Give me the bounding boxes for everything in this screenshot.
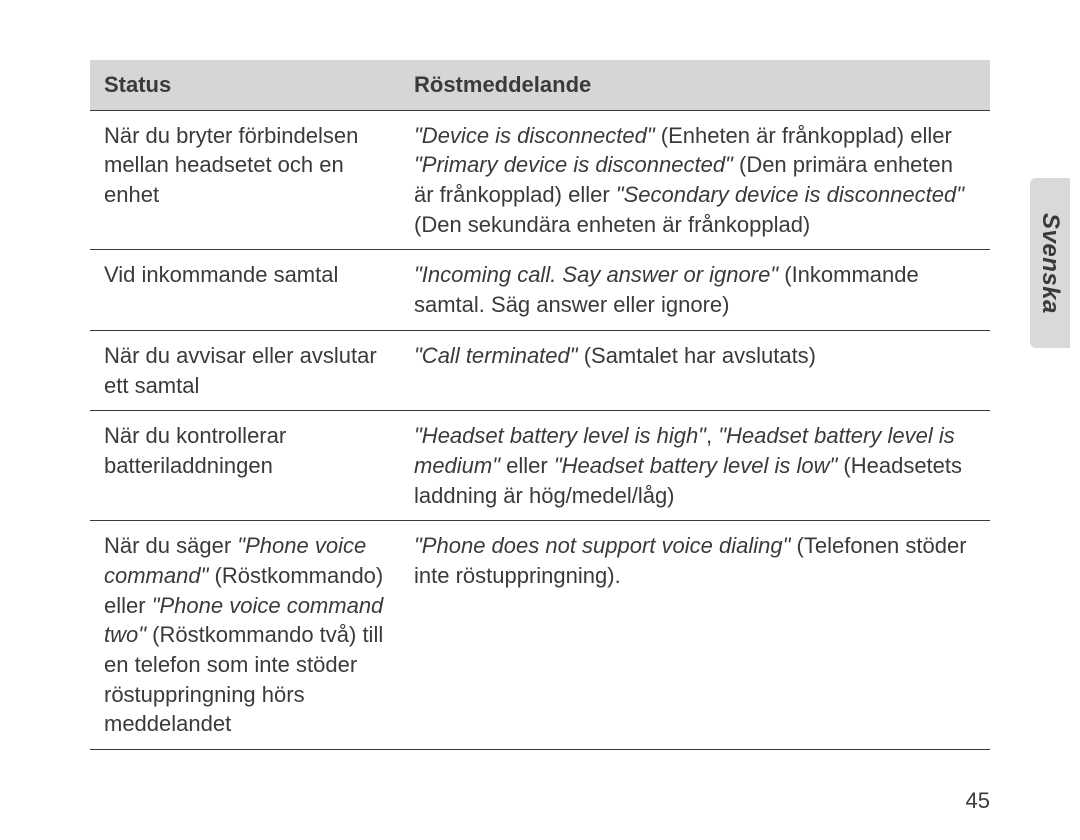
col-header-status: Status [90,60,400,110]
table-row: När du säger "Phone voice command" (Röst… [90,521,990,750]
col-header-message: Röstmeddelande [400,60,990,110]
cell-message: "Device is disconnected" (Enheten är frå… [400,110,990,250]
cell-message: "Phone does not support voice dialing" (… [400,521,990,750]
page-number: 45 [966,788,990,814]
cell-message: "Headset battery level is high", "Headse… [400,411,990,521]
page-container: Status Röstmeddelande När du bryter förb… [0,0,1080,840]
thumb-tab-label: Svenska [1036,213,1064,314]
table-row: När du bryter förbindelsen mellan headse… [90,110,990,250]
cell-status: När du bryter förbindelsen mellan headse… [90,110,400,250]
cell-status: Vid inkommande samtal [90,250,400,330]
language-thumb-tab: Svenska [1030,178,1070,348]
table-row: När du kontrollerar batteriladdningen "H… [90,411,990,521]
cell-status: När du kontrollerar batteriladdningen [90,411,400,521]
cell-status: När du säger "Phone voice command" (Röst… [90,521,400,750]
cell-message: "Call terminated" (Samtalet har avslutat… [400,330,990,410]
voice-prompt-table: Status Röstmeddelande När du bryter förb… [90,60,990,750]
cell-status: När du avvisar eller avslutar ett samtal [90,330,400,410]
table-header-row: Status Röstmeddelande [90,60,990,110]
cell-message: "Incoming call. Say answer or ignore" (I… [400,250,990,330]
table-row: När du avvisar eller avslutar ett samtal… [90,330,990,410]
table-row: Vid inkommande samtal "Incoming call. Sa… [90,250,990,330]
